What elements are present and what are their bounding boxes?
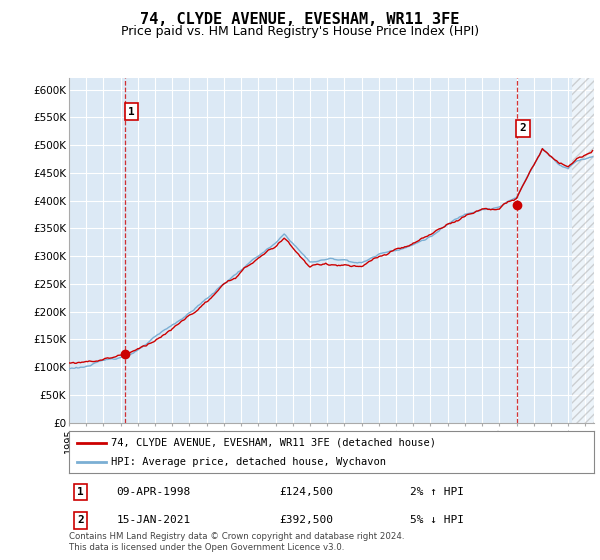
Text: 2: 2	[77, 515, 84, 525]
Text: £124,500: £124,500	[279, 487, 333, 497]
Bar	[572, 78, 594, 423]
Text: 1: 1	[128, 107, 134, 116]
Text: 2% ↑ HPI: 2% ↑ HPI	[410, 487, 464, 497]
Text: 74, CLYDE AVENUE, EVESHAM, WR11 3FE: 74, CLYDE AVENUE, EVESHAM, WR11 3FE	[140, 12, 460, 27]
Text: Price paid vs. HM Land Registry's House Price Index (HPI): Price paid vs. HM Land Registry's House …	[121, 25, 479, 38]
Text: 1: 1	[77, 487, 84, 497]
Text: 2: 2	[520, 123, 527, 133]
Text: £392,500: £392,500	[279, 515, 333, 525]
Text: 15-JAN-2021: 15-JAN-2021	[116, 515, 191, 525]
Text: 74, CLYDE AVENUE, EVESHAM, WR11 3FE (detached house): 74, CLYDE AVENUE, EVESHAM, WR11 3FE (det…	[111, 437, 436, 447]
Text: 5% ↓ HPI: 5% ↓ HPI	[410, 515, 464, 525]
Text: HPI: Average price, detached house, Wychavon: HPI: Average price, detached house, Wych…	[111, 457, 386, 467]
Text: Contains HM Land Registry data © Crown copyright and database right 2024.
This d: Contains HM Land Registry data © Crown c…	[69, 532, 404, 552]
Text: 09-APR-1998: 09-APR-1998	[116, 487, 191, 497]
